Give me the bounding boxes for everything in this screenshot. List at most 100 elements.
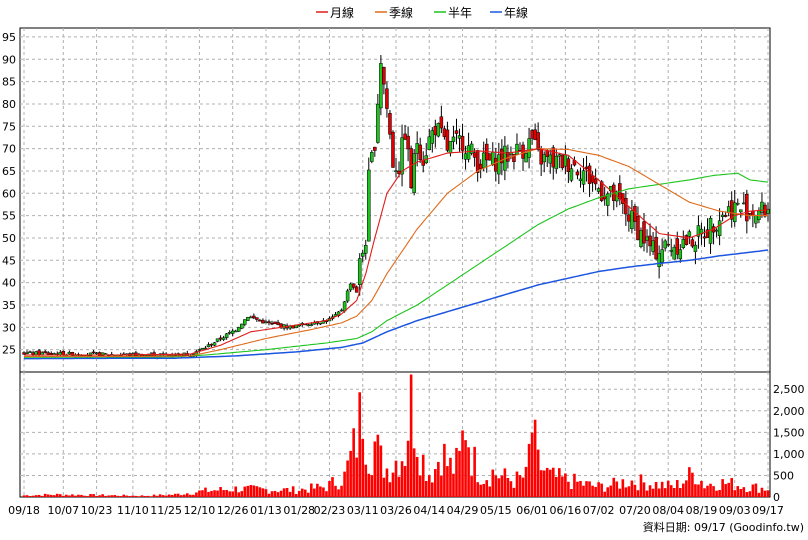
volume-bar — [470, 476, 473, 497]
volume-bar — [37, 494, 41, 497]
candle — [639, 227, 643, 249]
candle-body — [491, 152, 495, 165]
volume-bar — [189, 494, 192, 497]
volume-bar — [494, 475, 498, 497]
candle — [406, 126, 410, 162]
candle — [684, 234, 689, 246]
volume-bar — [40, 495, 44, 497]
candle-body — [445, 129, 450, 151]
volume-bar — [675, 480, 679, 497]
volume-bar — [503, 468, 507, 497]
candle — [560, 154, 565, 171]
volume-bar — [509, 481, 513, 497]
candle — [200, 347, 205, 350]
volume-bar — [657, 488, 661, 497]
candle — [693, 241, 698, 265]
candle-body — [364, 245, 368, 254]
volume-bar — [663, 488, 667, 497]
candle-body — [723, 214, 728, 217]
volume-bar — [706, 485, 709, 497]
candle-body — [415, 143, 419, 154]
candle-body — [717, 220, 722, 236]
candle-body — [306, 324, 311, 326]
volume-bar — [334, 485, 337, 497]
candle-body — [379, 63, 383, 109]
volume-bar — [92, 494, 95, 497]
date-tick-label: 01/13 — [250, 504, 282, 517]
volume-bar — [418, 475, 422, 497]
volume-bar — [131, 495, 135, 497]
volume-bar — [651, 488, 655, 497]
volume-bar — [718, 489, 721, 497]
candle-body — [345, 290, 350, 302]
volume-bar — [551, 467, 555, 497]
volume-bar — [62, 495, 65, 497]
candle-body — [578, 178, 583, 181]
price-tick-label: 45 — [2, 254, 16, 267]
volume-bar — [512, 487, 516, 497]
date-tick-label: 08/04 — [652, 504, 684, 517]
ma-quarter-line — [24, 148, 768, 357]
candle — [221, 335, 226, 342]
volume-bar — [642, 482, 646, 497]
date-tick-label: 10/23 — [81, 504, 113, 517]
candle-body — [575, 171, 580, 176]
candle-body — [249, 316, 253, 319]
volume-bar — [678, 488, 682, 497]
candle-body — [439, 116, 444, 129]
candle — [28, 350, 32, 353]
candle — [367, 157, 371, 242]
candle — [430, 127, 435, 153]
candle-body — [339, 309, 344, 312]
volume-bar — [198, 490, 201, 497]
candle-body — [702, 236, 707, 239]
candle-body — [273, 321, 277, 325]
volume-bar — [754, 483, 758, 497]
candle — [91, 349, 96, 355]
volume-bar — [715, 490, 718, 497]
volume-bar — [95, 495, 98, 497]
volume-bar — [152, 494, 156, 497]
candle-body — [557, 154, 562, 157]
candle-body — [230, 330, 235, 334]
date-tick-label: 08/19 — [686, 504, 718, 517]
candle-body — [91, 351, 96, 354]
candle-body — [642, 221, 646, 244]
candle-body — [270, 322, 274, 325]
volume-bar — [757, 492, 761, 497]
candle-body — [539, 149, 543, 165]
volume-bar — [282, 488, 286, 497]
candle-body — [488, 153, 492, 161]
candle-body — [745, 193, 749, 222]
candle — [412, 148, 416, 196]
volume-bar — [594, 486, 597, 497]
volume-tick-label: 1,000 — [773, 448, 805, 461]
volume-bar — [186, 493, 189, 497]
candle — [439, 105, 444, 134]
legend: 月線 季線 半年 年線 — [316, 5, 528, 20]
candle-body — [252, 315, 256, 319]
candle-body — [563, 154, 568, 167]
candle-body — [463, 153, 468, 160]
candle — [587, 162, 592, 197]
candle-body — [581, 170, 586, 185]
volume-bar — [176, 493, 180, 497]
volume-bar — [77, 494, 80, 497]
volume-bar — [636, 490, 640, 497]
candle — [388, 110, 392, 140]
candle-body — [512, 153, 516, 162]
candle-body — [481, 152, 486, 169]
candle-body — [255, 317, 259, 320]
date-tick-label: 07/02 — [583, 504, 615, 517]
candle-body — [385, 88, 389, 109]
candle-body — [633, 206, 637, 222]
volume-bar — [137, 496, 141, 497]
volume-bar — [207, 491, 210, 497]
volume-bar — [624, 487, 628, 497]
candle-body — [675, 238, 680, 255]
volume-bar — [210, 490, 213, 497]
volume-bar — [703, 488, 706, 497]
candle — [521, 141, 525, 171]
candlesticks — [22, 55, 770, 360]
candle-body — [636, 215, 640, 241]
